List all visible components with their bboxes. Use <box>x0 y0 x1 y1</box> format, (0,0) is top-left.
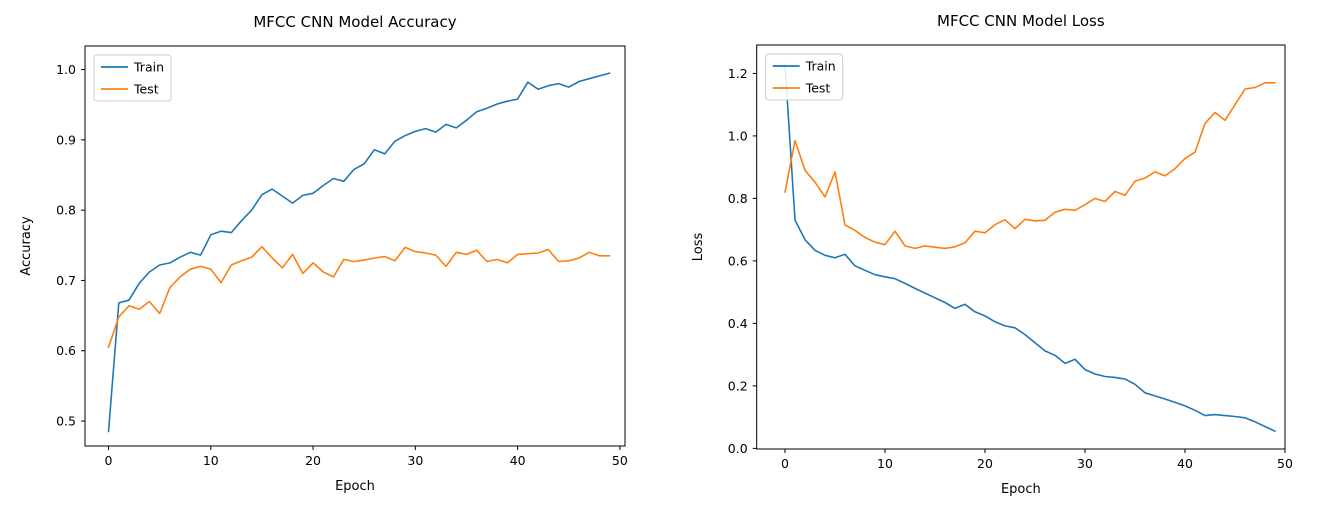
x-tick-label: 40 <box>510 453 526 468</box>
x-tick-label: 50 <box>612 453 628 468</box>
loss-chart-container: 0 10 20 30 40 50 0.0 0.2 0.4 0.6 0.8 1.0 1.2 MFCC CNN… <box>662 0 1324 528</box>
x-axis-label: Epoch <box>335 479 375 494</box>
y-tick-label: 0.4 <box>728 316 748 331</box>
chart-title: MFCC CNN Model Loss <box>937 12 1105 30</box>
x-tick-label: 50 <box>1277 456 1293 471</box>
accuracy-chart-container: 0 10 20 30 40 50 0.5 0.6 0.7 0.8 0.9 1.0 MFCC CNN Mo… <box>19 13 628 494</box>
x-tick-label: 0 <box>105 453 113 468</box>
x-axis-label: Epoch <box>1001 482 1041 497</box>
x-tick-label: 30 <box>1077 456 1093 471</box>
y-tick-label: 0.2 <box>728 378 748 393</box>
accuracy-chart: 0 10 20 30 40 50 0.5 0.6 0.7 0.8 0.9 1.0 MFCC CNN Mo… <box>19 13 628 494</box>
y-tick-label: 1.2 <box>728 66 748 81</box>
x-tick-label: 30 <box>407 453 423 468</box>
test-line <box>107 245 611 349</box>
legend-train-label: Train <box>133 60 164 75</box>
y-tick-label: 0.7 <box>56 273 76 288</box>
y-tick-label: 1.0 <box>728 128 748 143</box>
chart-title: MFCC CNN Model Accuracy <box>253 13 456 31</box>
y-tick-label: 0.0 <box>728 441 748 456</box>
legend: Train Test <box>765 53 844 101</box>
x-tick-label: 10 <box>877 456 893 471</box>
y-tick-label: 0.8 <box>56 203 76 218</box>
y-axis-label: Accuracy <box>19 216 34 276</box>
y-tick-label: 0.8 <box>728 191 748 206</box>
loss-chart: 0 10 20 30 40 50 0.0 0.2 0.4 0.6 0.8 1.0 1.2 MFCC CNN… <box>691 12 1293 497</box>
x-tick-label: 10 <box>203 453 219 468</box>
train-line <box>784 63 1276 433</box>
y-tick-label: 1.0 <box>56 62 76 77</box>
test-line <box>784 82 1276 250</box>
y-tick-label: 0.5 <box>56 414 76 429</box>
plot-area <box>756 44 1286 450</box>
y-axis-label: Loss <box>691 233 706 262</box>
y-tick-label: 0.6 <box>56 343 76 358</box>
legend: Train Test <box>93 54 172 102</box>
y-tick-label: 0.6 <box>728 253 748 268</box>
train-line <box>107 72 611 433</box>
x-tick-label: 0 <box>781 456 789 471</box>
y-tick-label: 0.9 <box>56 132 76 147</box>
legend-test-label: Test <box>805 81 831 96</box>
legend-train-label: Train <box>805 59 836 74</box>
x-tick-label: 20 <box>305 453 321 468</box>
x-tick-label: 40 <box>1177 456 1193 471</box>
plot-area <box>84 45 626 447</box>
legend-test-label: Test <box>133 82 159 97</box>
x-tick-label: 20 <box>977 456 993 471</box>
